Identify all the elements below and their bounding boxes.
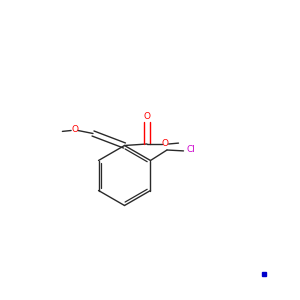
Text: O: O [161, 139, 169, 148]
Text: O: O [143, 112, 151, 121]
Text: Cl: Cl [187, 145, 195, 154]
Text: O: O [71, 125, 79, 134]
